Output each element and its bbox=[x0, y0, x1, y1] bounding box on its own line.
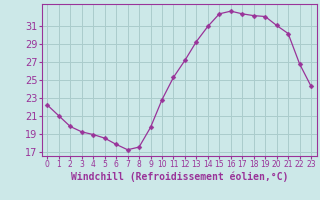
X-axis label: Windchill (Refroidissement éolien,°C): Windchill (Refroidissement éolien,°C) bbox=[70, 172, 288, 182]
